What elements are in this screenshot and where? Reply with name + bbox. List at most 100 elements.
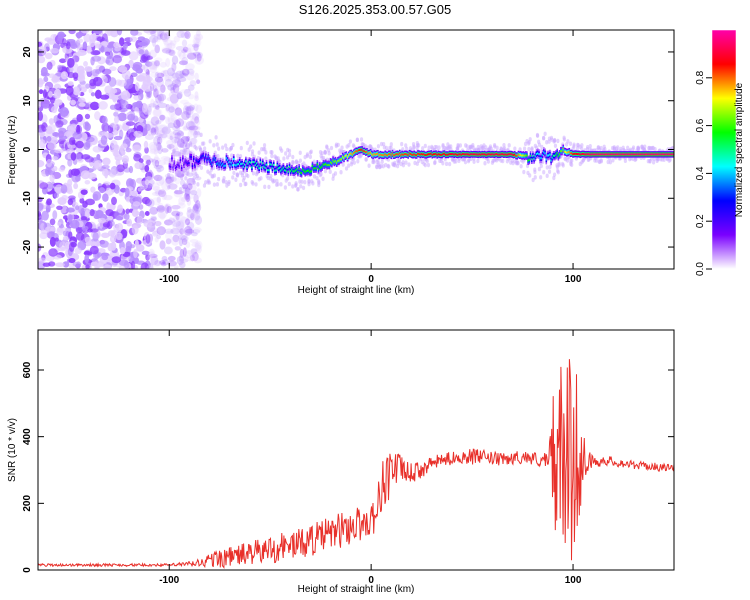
heatmap-halo-cell (236, 153, 240, 159)
heatmap-noise-cell (68, 214, 73, 224)
heatmap-noise-cell (172, 206, 179, 215)
heatmap-noise-cell (132, 201, 141, 207)
heatmap-halo-cell (616, 145, 620, 150)
heatmap-noise-cell (62, 261, 70, 268)
heatmap-noise-cell (164, 228, 174, 234)
heatmap-halo-cell (287, 148, 292, 154)
heatmap-ridge-cell (425, 154, 428, 157)
heatmap-noise-cell (101, 232, 110, 239)
heatmap-ridge-cell (487, 153, 489, 156)
heatmap-noise-cell (152, 84, 158, 92)
heatmap-halo-cell (256, 155, 260, 161)
heatmap-noise-cell (39, 232, 48, 240)
heatmap-noise-cell (65, 227, 72, 233)
heatmap-noise-cell (191, 242, 199, 247)
heatmap-noise-cell (185, 228, 195, 234)
heatmap-halo-cell (507, 143, 511, 148)
heatmap-noise-cell (194, 215, 203, 225)
heatmap-ridge-cell (658, 153, 660, 156)
colorbar-tick-label: 0.4 (695, 166, 706, 180)
heatmap-noise-cell (130, 260, 136, 269)
heatmap-halo-cell (298, 158, 303, 163)
heatmap-noise-cell (150, 215, 157, 221)
heatmap-ridge-cell (231, 164, 234, 167)
heatmap-noise-cell (160, 70, 166, 78)
heatmap-noise-cell (137, 187, 142, 192)
heatmap-noise-cell (187, 256, 194, 262)
heatmap-ridge-cell (404, 153, 407, 156)
heatmap-halo-cell (194, 130, 198, 135)
heatmap-noise-cell (171, 72, 180, 79)
heatmap-noise-cell (167, 122, 175, 129)
heatmap-halo-cell (291, 154, 295, 160)
heatmap-noise-cell (126, 78, 133, 83)
heatmap-halo-cell (556, 169, 560, 175)
heatmap-noise-cell (169, 102, 179, 111)
heatmap-ridge-cell (286, 166, 288, 169)
heatmap-noise-cell (130, 178, 137, 189)
heatmap-halo-cell (552, 175, 556, 181)
heatmap-noise-cell (67, 198, 74, 206)
heatmap-noise-cell (78, 102, 86, 107)
heatmap-noise-cell (104, 51, 111, 57)
heatmap-noise-cell (177, 220, 184, 229)
heatmap-noise-cell (167, 255, 176, 262)
heatmap-halo-cell (537, 166, 541, 172)
heatmap-halo-cell (575, 146, 579, 151)
heatmap-noise-cell (176, 255, 185, 266)
heatmap-noise-cell (130, 244, 136, 249)
heatmap-halo-cell (246, 173, 250, 179)
heatmap-noise-cell (179, 228, 185, 235)
heatmap-ridge-cell (610, 153, 613, 156)
heatmap-noise-cell (167, 43, 173, 50)
heatmap-noise-cell (179, 30, 188, 35)
heatmap-noise-cell (110, 88, 116, 97)
heatmap-noise-cell (83, 142, 91, 150)
heatmap-noise-cell (172, 222, 180, 231)
heatmap-noise-cell (154, 188, 163, 197)
heatmap-halo-cell (533, 169, 537, 175)
heatmap-halo-cell (276, 156, 280, 161)
heatmap-noise-cell (44, 52, 53, 60)
heatmap-noise-cell (185, 72, 195, 81)
heatmap-halo-cell (176, 134, 180, 140)
heatmap-noise-cell (194, 72, 199, 81)
heatmap-noise-cell (89, 228, 99, 233)
heatmap-noise-cell (123, 213, 130, 220)
heatmap-halo-cell (312, 174, 317, 179)
heatmap-noise-cell (158, 133, 168, 139)
heatmap-halo-cell (269, 173, 273, 179)
heatmap-halo-cell (282, 156, 286, 161)
heatmap-noise-cell (163, 203, 172, 213)
heatmap-ridge-cell (398, 152, 401, 155)
heatmap-halo-cell (465, 144, 469, 149)
heatmap-halo-cell (548, 164, 552, 170)
heatmap-noise-cell (129, 36, 138, 43)
heatmap-noise-cell (182, 126, 190, 131)
heatmap-noise-cell (145, 253, 150, 261)
heatmap-noise-cell (141, 103, 147, 113)
heatmap-halo-cell (541, 136, 546, 141)
heatmap-ridge-cell (357, 149, 360, 152)
heatmap-ridge-cell (311, 164, 314, 167)
heatmap-ridge-cell (671, 153, 674, 156)
heatmap-halo-cell (393, 163, 397, 168)
heatmap-halo-cell (522, 169, 526, 175)
heatmap-ridge-cell (543, 151, 545, 154)
heatmap-halo-cell (552, 172, 557, 177)
heatmap-noise-cell (173, 264, 179, 269)
heatmap-noise-cell (165, 75, 172, 82)
heatmap-noise-cell (183, 193, 190, 200)
heatmap-ridge-cell (528, 158, 531, 161)
heatmap-noise-cell (117, 204, 123, 214)
heatmap-noise-cell (68, 231, 73, 240)
heatmap-ridge-cell (670, 153, 672, 156)
heatmap-halo-cell (389, 145, 393, 151)
heatmap-ridge-cell (323, 163, 326, 166)
heatmap-noise-cell (59, 241, 67, 251)
heatmap-ridge-cell (337, 160, 339, 163)
heatmap-ridge-cell (368, 152, 371, 155)
heatmap-halo-cell (530, 147, 534, 152)
heatmap-ridge-cell (236, 163, 239, 166)
heatmap-noise-cell (171, 210, 181, 217)
